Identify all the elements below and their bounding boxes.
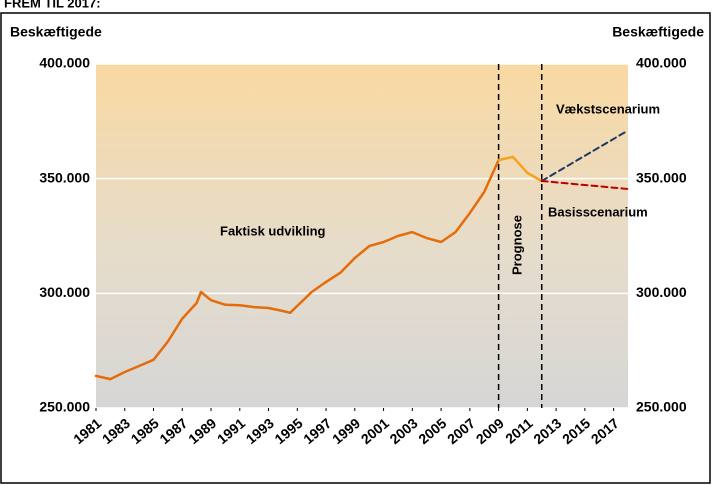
x-tick-label: 2017 [588, 415, 622, 447]
x-tick-label: 1981 [70, 415, 104, 447]
x-tick-label: 1995 [271, 415, 305, 447]
x-tick-label: 2007 [444, 415, 478, 447]
x-tick-label: 2003 [386, 415, 420, 447]
plot-background [96, 64, 628, 408]
y-tick-label: 350.000 [39, 169, 90, 185]
y-tick-label: 400.000 [39, 55, 90, 71]
x-tick-label: 1983 [99, 415, 133, 447]
y2-tick-label: 300.000 [636, 284, 687, 300]
annotation: Basisscenarium [548, 204, 648, 219]
annotation: Vækstscenarium [556, 101, 660, 116]
x-tick-label: 1993 [243, 415, 277, 447]
frame [0, 12, 711, 484]
x-tick-label: 2005 [415, 415, 449, 447]
x-tick-label: 1999 [329, 415, 363, 447]
y2-tick-label: 350.000 [636, 169, 687, 185]
x-tick-label: 2001 [358, 415, 392, 447]
x-tick-label: 1991 [214, 415, 248, 447]
forecast-label: Prognose [509, 215, 524, 275]
series-line [540, 180, 629, 190]
x-tick-label: 2009 [473, 415, 507, 447]
x-tick-label: 1989 [185, 415, 219, 447]
series-line [94, 158, 500, 381]
series-line [540, 129, 629, 182]
y2-tick-label: 250.000 [636, 399, 687, 415]
series-line [497, 155, 543, 183]
x-tick-label: 2015 [559, 415, 593, 447]
header: FREM TIL 2017: [4, 0, 101, 10]
x-tick-label: 1985 [128, 415, 162, 447]
x-tick-label: 1987 [156, 415, 190, 447]
y-axis-label: Beskæftigede [10, 24, 102, 40]
x-tick-label: 1997 [300, 415, 334, 447]
y-tick-label: 250.000 [39, 399, 90, 415]
y-tick-label: 300.000 [39, 284, 90, 300]
y2-tick-label: 400.000 [636, 55, 687, 71]
y2-axis-label: Beskæftigede [612, 24, 704, 40]
x-tick-label: 2011 [502, 415, 536, 447]
x-tick-label: 2013 [530, 415, 564, 447]
annotation: Faktisk udvikling [220, 223, 326, 238]
